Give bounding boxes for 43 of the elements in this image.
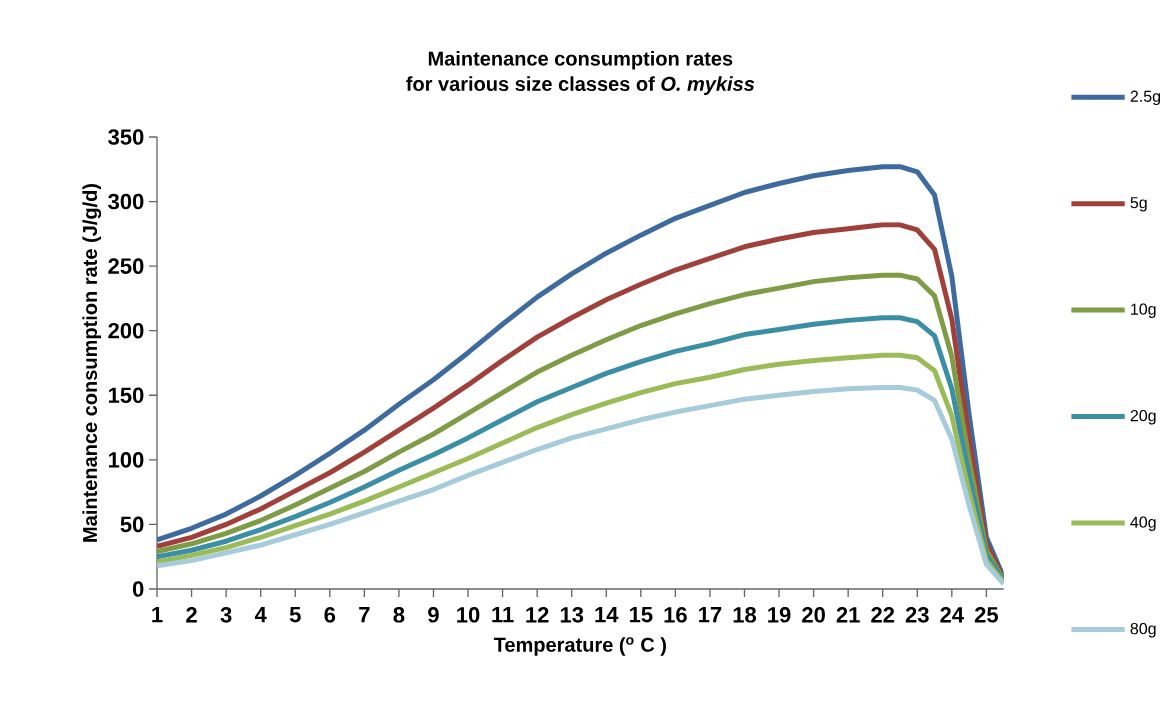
x-tick-label: 6: [324, 607, 336, 623]
x-tick-label: 18: [733, 607, 757, 623]
x-tick-label: 1: [152, 607, 163, 623]
x-tick-label: 25: [974, 607, 999, 623]
legend-label: 40g: [1130, 516, 1156, 531]
x-tick-label: 22: [871, 607, 895, 623]
y-tick-label: 100: [108, 452, 144, 468]
y-tick-label: 0: [132, 581, 144, 597]
x-tick-label: 3: [220, 607, 232, 623]
legend-label: 80g: [1130, 622, 1156, 638]
x-tick-label: 15: [629, 607, 653, 623]
x-tick-label: 4: [254, 607, 267, 623]
x-axis-title: Temperature ($^{o}$ C ): [493, 637, 666, 656]
x-tick-label: 14: [595, 607, 619, 623]
legend-label: 20g: [1130, 409, 1156, 425]
legend-label: 2.5g: [1130, 90, 1160, 106]
y-tick-label: 350: [108, 129, 144, 145]
x-tick-label: 5: [289, 607, 301, 623]
x-tick-label: 20: [802, 607, 825, 623]
x-tick-label: 7: [359, 607, 370, 623]
chart-subtitle: for various size classes of O. mykiss: [406, 76, 755, 95]
y-axis-title: Maintenance consumption rate (J/g/d): [82, 183, 102, 542]
x-tick-label: 8: [393, 607, 405, 623]
x-tick-label: 11: [492, 607, 514, 623]
x-tick-label: 9: [428, 607, 439, 623]
x-tick-label: 16: [664, 607, 687, 623]
x-tick-label: 17: [699, 607, 722, 623]
y-tick-label: 150: [108, 387, 144, 404]
y-tick-label: 300: [108, 193, 144, 210]
y-tick-label: 200: [108, 322, 144, 339]
x-tick-label: 12: [526, 607, 549, 623]
x-tick-label: 2: [186, 607, 197, 623]
chart-title: Maintenance consumption rates: [428, 50, 733, 70]
x-tick-label: 23: [905, 607, 929, 623]
x-tick-label: 13: [560, 607, 584, 623]
x-tick-label: 19: [768, 607, 791, 623]
x-tick-label: 10: [457, 607, 480, 623]
legend-label: 10g: [1131, 303, 1156, 318]
x-tick-label: 21: [836, 607, 860, 623]
y-tick-label: 250: [108, 258, 144, 274]
y-tick-label: 50: [120, 516, 144, 533]
legend-label: 5g: [1130, 197, 1147, 212]
x-tick-label: 24: [940, 607, 964, 623]
